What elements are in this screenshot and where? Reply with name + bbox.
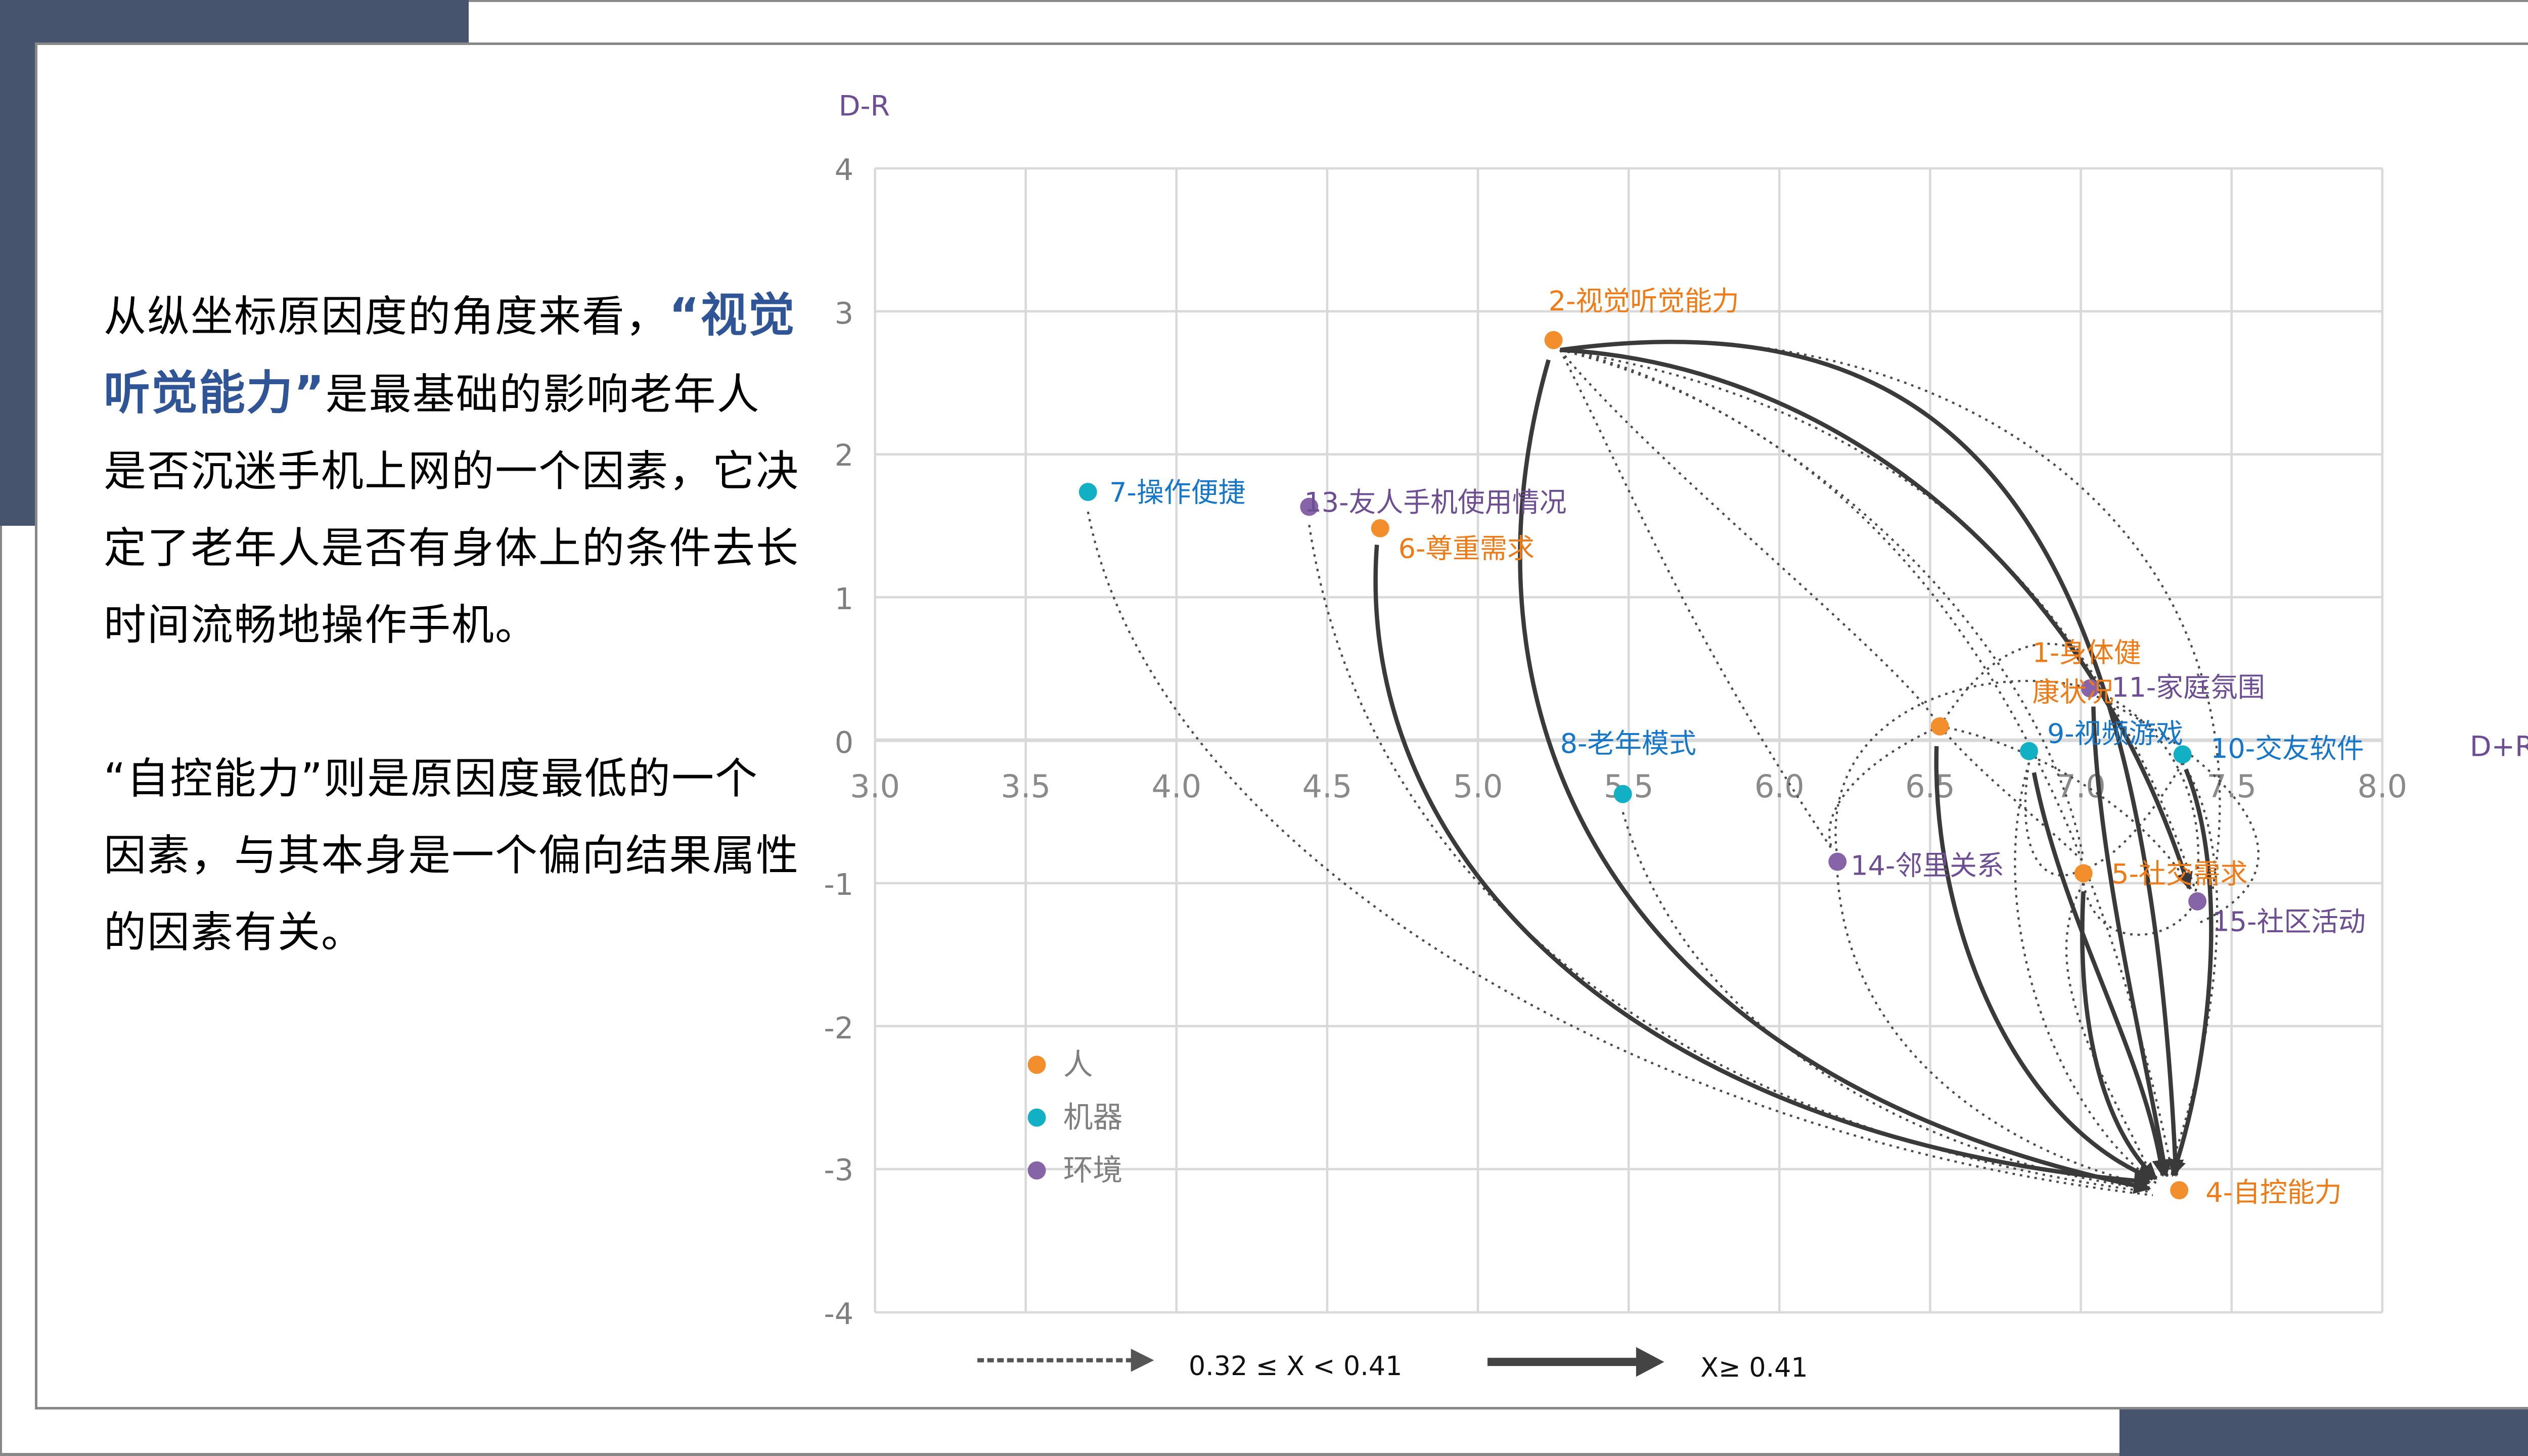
svg-text:0: 0 — [835, 725, 853, 760]
frame-top-left-bar — [0, 0, 469, 42]
paragraph-1: 从纵坐标原因度的角度来看，“视觉听觉能力”是最基础的影响老年人是否沉迷手机上网的… — [104, 277, 801, 663]
paragraph-2: “自控能力”则是原因度最低的一个因素，与其本身是一个偏向结果属性的因素有关。 — [104, 754, 800, 957]
label-11: 11-家庭氛围 — [2111, 671, 2265, 703]
point-6 — [1371, 519, 1389, 537]
svg-text:-1: -1 — [824, 867, 854, 902]
label-8: 8-老年模式 — [1560, 727, 1696, 759]
point-7 — [1078, 483, 1097, 502]
edge-legend-weak-label: 0.32 ≤ X < 0.41 — [1189, 1351, 1402, 1382]
x-axis-ticks: 3.0 3.5 4.0 4.5 5.0 5.5 6.0 6.5 7.0 7.5 … — [850, 768, 2407, 805]
group-legend: 人 机器 环境 — [1027, 1047, 1123, 1188]
frame-left-edge-line — [0, 526, 2, 1456]
svg-text:-3: -3 — [824, 1153, 854, 1188]
svg-text:-2: -2 — [824, 1011, 854, 1045]
para1-highlight: “视觉听觉能力” — [104, 288, 796, 420]
label-14: 14-邻里关系 — [1850, 850, 2004, 882]
label-7: 7-操作便捷 — [1109, 477, 1245, 509]
svg-text:5.0: 5.0 — [1453, 768, 1503, 805]
edge-legend-strong-label: X≥ 0.41 — [1700, 1353, 1808, 1383]
legend-label-machine: 机器 — [1063, 1100, 1123, 1134]
edge-legend: 0.32 ≤ X < 0.41 X≥ 0.41 — [977, 1347, 1808, 1383]
label-1-line1: 1-身体健 — [2033, 636, 2141, 668]
legend-dot-machine — [1027, 1108, 1046, 1127]
legend-label-environment: 环境 — [1063, 1153, 1123, 1188]
svg-text:4.5: 4.5 — [1302, 768, 1352, 805]
para1-prefix: 从纵坐标原因度的角度来看， — [104, 292, 669, 341]
point-2 — [1544, 331, 1563, 349]
para1-suffix: 是最基础的影响老年人是否沉迷手机上网的一个因素，它决定了老年人是否有身体上的条件… — [104, 370, 800, 650]
frame-bottom-edge-line — [0, 1453, 2119, 1456]
label-15: 15-社区活动 — [2213, 906, 2366, 938]
point-4 — [2170, 1181, 2189, 1200]
legend-dot-environment — [1027, 1161, 1046, 1180]
label-2: 2-视觉听觉能力 — [1549, 285, 1739, 317]
point-5 — [2074, 864, 2093, 883]
point-labels: 2-视觉听觉能力 7-操作便捷 13-友人手机使用情况 6-尊重需求 1-身体健… — [1109, 285, 2366, 1208]
point-14 — [1828, 852, 1847, 871]
point-1 — [1930, 717, 1949, 736]
label-9: 9-视频游戏 — [2047, 717, 2183, 749]
label-6: 6-尊重需求 — [1398, 533, 1534, 565]
frame-top-edge-line — [469, 0, 2528, 2]
label-5: 5-社交需求 — [2111, 858, 2247, 890]
point-13 — [1300, 497, 1319, 516]
point-15 — [2188, 892, 2207, 911]
solid-arrowhead-icon — [1636, 1347, 1664, 1377]
svg-text:3.5: 3.5 — [1001, 768, 1051, 805]
plot-grid — [874, 167, 2384, 1314]
svg-text:3: 3 — [835, 296, 853, 331]
description-text: 从纵坐标原因度的角度来看，“视觉听觉能力”是最基础的影响老年人是否沉迷手机上网的… — [104, 277, 801, 971]
svg-text:4.0: 4.0 — [1152, 768, 1202, 805]
frame-left-bar — [0, 0, 35, 526]
dashed-arrowhead-icon — [1131, 1348, 1154, 1372]
label-1-line2: 康状况 — [2033, 676, 2114, 708]
strong-influence-edges — [1373, 340, 2214, 1194]
y-axis-ticks: 4 3 2 1 0 -1 -2 -3 -4 — [824, 152, 854, 1331]
svg-text:3.0: 3.0 — [850, 768, 900, 805]
svg-text:-4: -4 — [824, 1296, 854, 1331]
label-13: 13-友人手机使用情况 — [1304, 486, 1567, 518]
svg-text:2: 2 — [835, 438, 853, 473]
point-8 — [1613, 785, 1632, 803]
x-axis-title: D+R — [2470, 731, 2528, 763]
point-11 — [2081, 679, 2099, 698]
legend-label-human: 人 — [1063, 1047, 1093, 1082]
svg-text:8.0: 8.0 — [2358, 768, 2408, 805]
point-9 — [2020, 742, 2039, 760]
svg-text:6.0: 6.0 — [1754, 768, 1804, 805]
label-4: 4-自控能力 — [2205, 1176, 2341, 1208]
label-10: 10-交友软件 — [2210, 733, 2364, 764]
svg-text:4: 4 — [835, 152, 853, 187]
y-axis-title: D-R — [839, 90, 890, 123]
svg-text:6.5: 6.5 — [1905, 768, 1955, 805]
data-points — [1078, 331, 2207, 1200]
legend-dot-human — [1027, 1056, 1046, 1074]
point-10 — [2173, 745, 2192, 764]
svg-text:1: 1 — [835, 581, 853, 616]
svg-text:7.5: 7.5 — [2206, 768, 2256, 805]
